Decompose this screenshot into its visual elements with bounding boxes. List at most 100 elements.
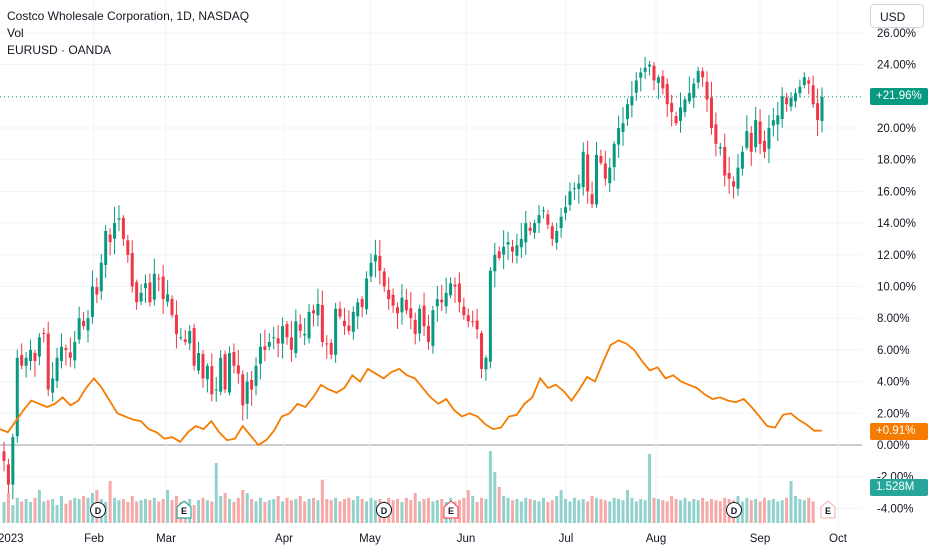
volume-bar [740,501,744,523]
volume-bar [771,499,775,523]
y-tick-label: 26.00% [877,28,916,40]
volume-bar [590,496,594,523]
currency-selector[interactable]: USD [870,4,924,28]
candle-body [630,96,634,106]
candle-body [723,146,727,176]
candle-body [785,97,789,105]
marker-letter: E [448,506,454,516]
volume-bar [369,497,373,523]
candle-body [564,207,568,214]
volume-bar [223,493,227,523]
candle-body [77,318,81,340]
dividend-marker[interactable]: D [376,502,392,518]
candle-body [152,273,156,300]
volume-bar [692,499,696,523]
candle-body [692,83,696,98]
candle-body [329,342,333,355]
volume-bar [135,501,139,523]
y-tick-label: 12.00% [877,250,916,262]
candle-body [210,366,214,395]
candle-body [820,96,824,121]
candle-body [320,304,324,342]
candle-body [431,310,435,346]
volume-bar [338,501,342,523]
x-tick-label: Jul [559,533,574,545]
dividend-icon [376,502,392,518]
x-tick-label: Oct [829,533,848,545]
volume-bar [20,501,24,523]
x-tick-label: Apr [275,533,293,545]
volume-bar [537,501,541,523]
volume-bar [33,497,37,523]
volume-bar [289,500,293,523]
volume-bar [276,496,280,523]
volume-bar [758,501,762,523]
volume-bar [599,499,603,523]
volume-bar [360,499,364,523]
volume-bar [541,497,545,523]
legend-volume[interactable]: Vol [7,26,24,40]
x-tick-label: Jun [457,533,476,545]
volume-bar [6,493,10,523]
dividend-marker[interactable]: D [726,502,742,518]
legend-compare-series[interactable]: EURUSD · OANDA [7,43,112,57]
x-tick-label: Mar [156,533,176,545]
volume-bar [577,500,581,523]
volume-bar [634,501,638,523]
candle-body [37,337,41,357]
candle-body [776,115,780,125]
volume-bar [272,499,276,523]
candle-body [104,231,108,265]
volume-bar [564,499,568,523]
candle-body [559,216,563,229]
candle-body [670,102,674,113]
earnings-marker[interactable]: E [820,500,836,519]
candle-body [197,353,201,371]
volume-bar [241,490,245,523]
candle-body [59,346,63,362]
volume-bar [325,499,329,523]
candle-body [130,253,134,287]
volume-bar [639,499,643,523]
candle-body [99,262,103,292]
candle-body [51,378,55,393]
candle-body [272,337,276,339]
candle-body [661,76,665,89]
dividend-marker[interactable]: D [90,502,106,518]
candle-body [418,308,422,334]
volume-bar [431,501,435,523]
candle-body [457,283,461,303]
volume-bar [161,499,165,523]
volume-bar [281,501,285,523]
volume-bar [316,500,320,523]
earnings-marker[interactable]: E [176,500,192,519]
candle-body [312,310,316,314]
volume-bar [139,500,143,523]
candle-body [422,305,426,327]
candle-body [798,86,802,94]
y-tick-label: -4.00% [877,503,913,515]
candle-body [665,84,669,105]
volume-bar [174,496,178,523]
candle-body [577,183,581,189]
candle-body [475,320,479,330]
candle-body [303,334,307,336]
candle-body [223,354,227,390]
volume-bar [435,500,439,523]
candle-body [537,215,541,224]
volume-bar [126,502,130,523]
candle-body [502,246,506,255]
candle-body [139,292,143,302]
candle-body [11,437,15,485]
candle-body [316,303,320,316]
earnings-marker[interactable]: E [443,500,459,519]
volume-bar [789,481,793,523]
volume-bar [749,500,753,523]
volume-bar [661,500,665,523]
candle-body [174,314,178,335]
candle-body [546,214,550,225]
volume-bar [493,472,497,523]
candle-body [572,188,576,190]
legend-main-series[interactable]: Costco Wholesale Corporation, 1D, NASDAQ [7,9,250,23]
